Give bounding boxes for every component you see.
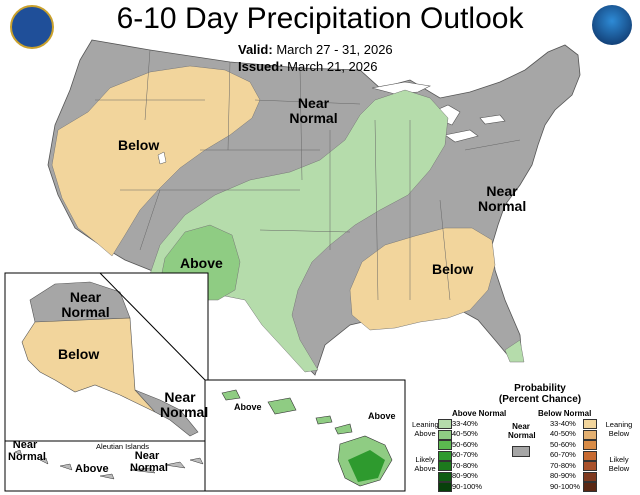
valid-value: March 27 - 31, 2026 [276,42,393,57]
legend-leaning-below: Leaning Below [605,420,633,438]
above-swatch-2 [438,440,452,450]
legend-below-header: Below Normal [538,409,592,418]
above-bin-label-3: 60-70% [452,450,478,459]
above-bin-label-4: 70-80% [452,460,478,470]
state-borders [95,49,521,301]
florida-above-region [504,339,525,363]
label-hawaii-above-left: Above [234,402,262,412]
legend-near-swatch [512,446,530,457]
above-bin-label-5: 80-90% [452,471,478,480]
label-aleutian-above: Above [75,463,109,475]
label-below-southeast: Below [432,261,474,277]
above-swatch-3 [438,450,452,461]
above-swatch-0 [438,419,452,429]
aleutian-islands [14,449,204,480]
valid-line: Valid: March 27 - 31, 2026 [238,42,393,57]
below-swatch-4 [583,461,597,471]
label-near-normal-north: Near Normal [289,95,338,126]
alaska-panhandle-region [134,389,199,437]
label-below-west: Below [118,137,160,153]
below-swatch-5 [583,471,597,482]
above-bin-label-0: 33-40% [452,418,478,428]
above-bin-label-6: 90-100% [452,481,483,491]
label-aleutian-near-normal-left: Near Normal [8,439,46,463]
above-bin-label-2: 50-60% [452,439,478,449]
label-alaska-near-normal: Near Normal [61,289,110,320]
valid-label: Valid: [238,42,273,57]
issued-label: Issued: [238,59,284,74]
legend-leaning-above: Leaning Above [412,420,439,438]
legend-subtitle-text: (Percent Chance) [498,394,582,405]
below-swatch-3 [583,450,597,461]
above-swatch-5 [438,471,452,482]
above-swatch-6 [438,482,452,492]
legend-title-text: Probability [514,383,566,394]
below-swatch-1 [583,429,597,440]
hawaii-big-island-core [348,450,385,482]
legend-near-label: Near Normal [508,422,536,440]
doc-seal-icon [10,5,54,49]
legend-title: Probability (Percent Chance) [485,383,595,405]
conus-below-west-region [51,65,261,257]
legend-likely-below: Likely Below [608,455,630,473]
above-swatch-1 [438,429,452,440]
below-swatch-0 [583,419,597,429]
issued-value: March 21, 2026 [287,59,378,74]
below-bin-label-5: 80-90% [550,471,576,480]
below-swatch-6 [583,482,597,492]
label-alaska-below: Below [58,346,100,362]
issued-line: Issued: March 21, 2026 [238,59,377,74]
conus-below-southeast-region [349,227,496,331]
below-bin-label-6: 90-100% [550,481,581,491]
label-aleutian-title: Aleutian Islands [96,442,149,451]
above-bin-label-1: 40-50% [452,429,478,438]
below-bin-label-4: 70-80% [550,460,576,470]
legend-likely-above: Likely Above [414,455,436,473]
legend-above-header: Above Normal [452,409,507,418]
label-alaska-near-normal-se: Near Normal [160,389,209,420]
below-bin-label-1: 40-50% [550,429,576,438]
alaska-inset-divider [99,272,206,381]
great-salt-lake [157,151,167,165]
below-bin-label-2: 50-60% [550,439,576,449]
below-swatch-2 [583,440,597,450]
label-above-southwest: Above [180,255,223,271]
label-near-normal-east: Near Normal [478,183,527,214]
label-hawaii-above-right: Above [368,411,396,421]
above-swatch-4 [438,461,452,471]
page-title: 6-10 Day Precipitation Outlook [116,2,524,35]
noaa-logo-icon [592,5,632,45]
below-bin-label-3: 60-70% [550,450,576,459]
label-aleutian-near-normal-right: Near Normal [130,450,168,474]
below-bin-label-0: 33-40% [550,418,576,428]
